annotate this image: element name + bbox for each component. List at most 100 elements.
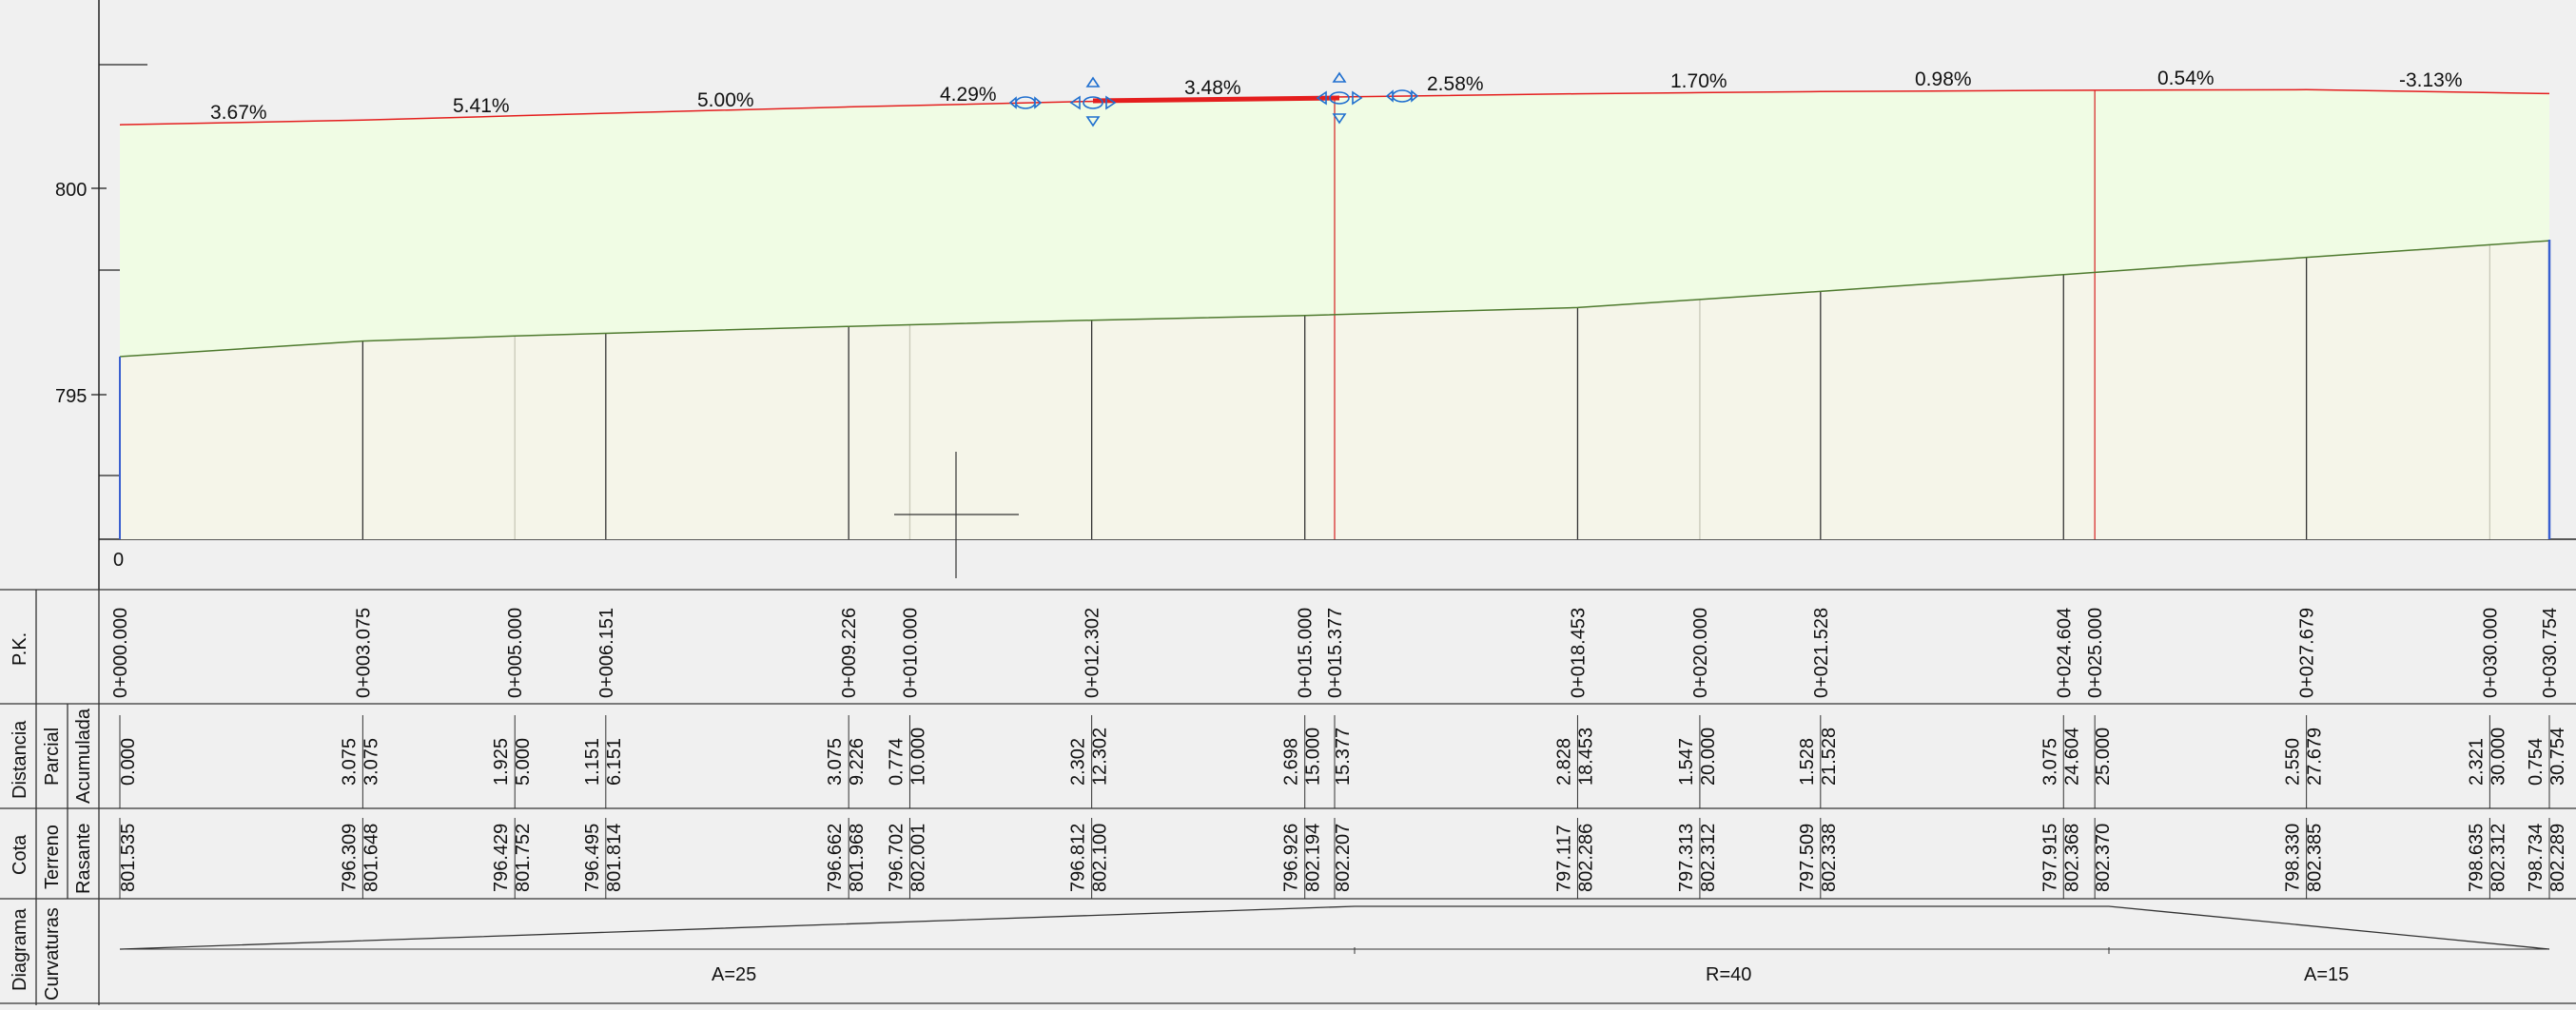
curvature-label-r40: R=40 [1706,964,1751,985]
slope-label: 4.29% [940,84,997,106]
rasante-label: 802.312 [2488,824,2508,892]
row-label-acumulada: Acumulada [73,708,94,804]
rasante-label: 801.535 [118,824,139,892]
parcial-label: 2.321 [2466,738,2487,786]
acumulada-label: 25.000 [2093,728,2114,786]
pk-label: 0+003.075 [353,608,374,698]
row-label-cota: Cota [10,834,30,875]
rasante-label: 802.286 [1575,824,1596,892]
terreno-label: 796.309 [339,824,360,892]
curvature-diagram [119,905,2550,950]
rasante-label: 801.814 [604,824,625,892]
slope-label: -3.13% [2399,69,2463,91]
acumulada-label: 18.453 [1575,728,1596,786]
row-label-curvaturas: Curvaturas [42,907,63,1000]
acumulada-label: 30.754 [2547,728,2568,786]
parcial-label: 2.550 [2283,738,2304,786]
terreno-label: 796.495 [582,824,603,892]
rasante-label: 802.368 [2061,824,2082,892]
curvature-label-a15: A=15 [2304,964,2349,985]
pk-label: 0+012.302 [1083,608,1103,698]
row-label-pk: P.K. [10,632,30,666]
pk-label: 0+006.151 [596,608,617,698]
terreno-label: 796.812 [1068,824,1089,892]
pk-label: 0+030.000 [2480,608,2501,698]
parcial-label: 0.754 [2526,738,2547,786]
pk-label: 0+021.528 [1811,608,1832,698]
parcial-label: 0.774 [887,738,907,786]
pk-label: 0+005.000 [505,608,526,698]
terreno-label: 797.313 [1676,824,1697,892]
acumulada-label: 12.302 [1090,728,1111,786]
pk-label: 0+025.000 [2085,608,2106,698]
acumulada-label: 3.075 [361,738,381,786]
slope-labels: 3.67% 5.41% 5.00% 4.29% 3.48% 2.58% 1.70… [210,68,2463,124]
terreno-label: 797.117 [1553,825,1574,892]
slope-label: 0.98% [1915,68,1972,90]
parcial-label: 2.828 [1553,738,1574,786]
parcial-label: 3.075 [339,738,360,786]
slope-label: 0.54% [2157,68,2215,89]
slope-label: 1.70% [1670,70,1727,92]
slope-label: 5.00% [697,89,754,111]
parcial-label: 3.075 [2039,738,2060,786]
row-label-distancia: Distancia [10,720,30,799]
rasante-label: 801.648 [361,824,381,892]
pk-label: 0+018.453 [1568,608,1589,698]
rasante-label: 802.385 [2305,824,2326,892]
pk-label: 0+010.000 [901,608,922,698]
pk-label: 0+030.754 [2540,608,2561,698]
guitar-grid [0,589,2576,1005]
parcial-label: 1.547 [1676,738,1697,786]
parcial-label: 2.302 [1068,738,1089,786]
acumulada-label: 0.000 [118,738,139,786]
acumulada-label: 5.000 [513,738,534,786]
parcial-label: 3.075 [825,738,846,786]
acumulada-label: 15.377 [1333,728,1354,786]
curvature-label-a25: A=25 [712,964,756,985]
rasante-label: 802.194 [1303,824,1324,892]
acumulada-label: 10.000 [908,728,929,786]
terreno-label: 798.734 [2526,824,2547,892]
row-label-rasante: Rasante [73,824,94,895]
rasante-label: 802.207 [1333,824,1354,892]
vertex-handle-move-2[interactable] [1316,71,1363,125]
pk-label: 0+000.000 [110,608,131,698]
rasante-label: 801.968 [847,824,868,892]
parcial-label: 1.925 [491,738,512,786]
pk-label: 0+024.604 [2054,608,2075,698]
terreno-label: 796.662 [825,824,846,892]
pk-label: 0+015.000 [1296,608,1317,698]
guitar-background [0,590,2576,1005]
parcial-label: 2.698 [1281,738,1302,786]
crosshair-cursor [894,452,1019,578]
pk-label: 0+009.226 [839,608,860,698]
rasante-label: 802.370 [2093,824,2114,892]
vertex-handle-left[interactable] [1008,96,1043,109]
pk-label: 0+027.679 [2297,608,2318,698]
pk-label: 0+020.000 [1690,608,1711,698]
slope-label: 5.41% [453,95,510,117]
rasante-label: 802.312 [1698,824,1719,892]
row-label-terreno: Terreno [42,825,63,889]
acumulada-label: 20.000 [1698,728,1719,786]
rasante-label: 802.001 [908,824,929,892]
rasante-label: 802.338 [1819,824,1840,892]
vertex-handle-move-1[interactable] [1069,76,1117,127]
terreno-label: 798.330 [2283,824,2304,892]
rasante-highlight-segment[interactable] [1092,95,1340,104]
acumulada-label: 30.000 [2488,728,2508,786]
rasante-label: 802.100 [1090,824,1111,892]
parcial-label: 1.528 [1797,738,1818,786]
vertex-handle-right[interactable] [1385,89,1419,103]
acumulada-label: 6.151 [604,738,625,786]
terreno-label: 796.926 [1281,824,1302,892]
pk-label: 0+015.377 [1325,608,1346,698]
terreno-label: 797.509 [1797,824,1818,892]
acumulada-label: 27.679 [2305,728,2326,786]
acumulada-label: 15.000 [1303,728,1324,786]
slope-label: 2.58% [1427,73,1484,95]
